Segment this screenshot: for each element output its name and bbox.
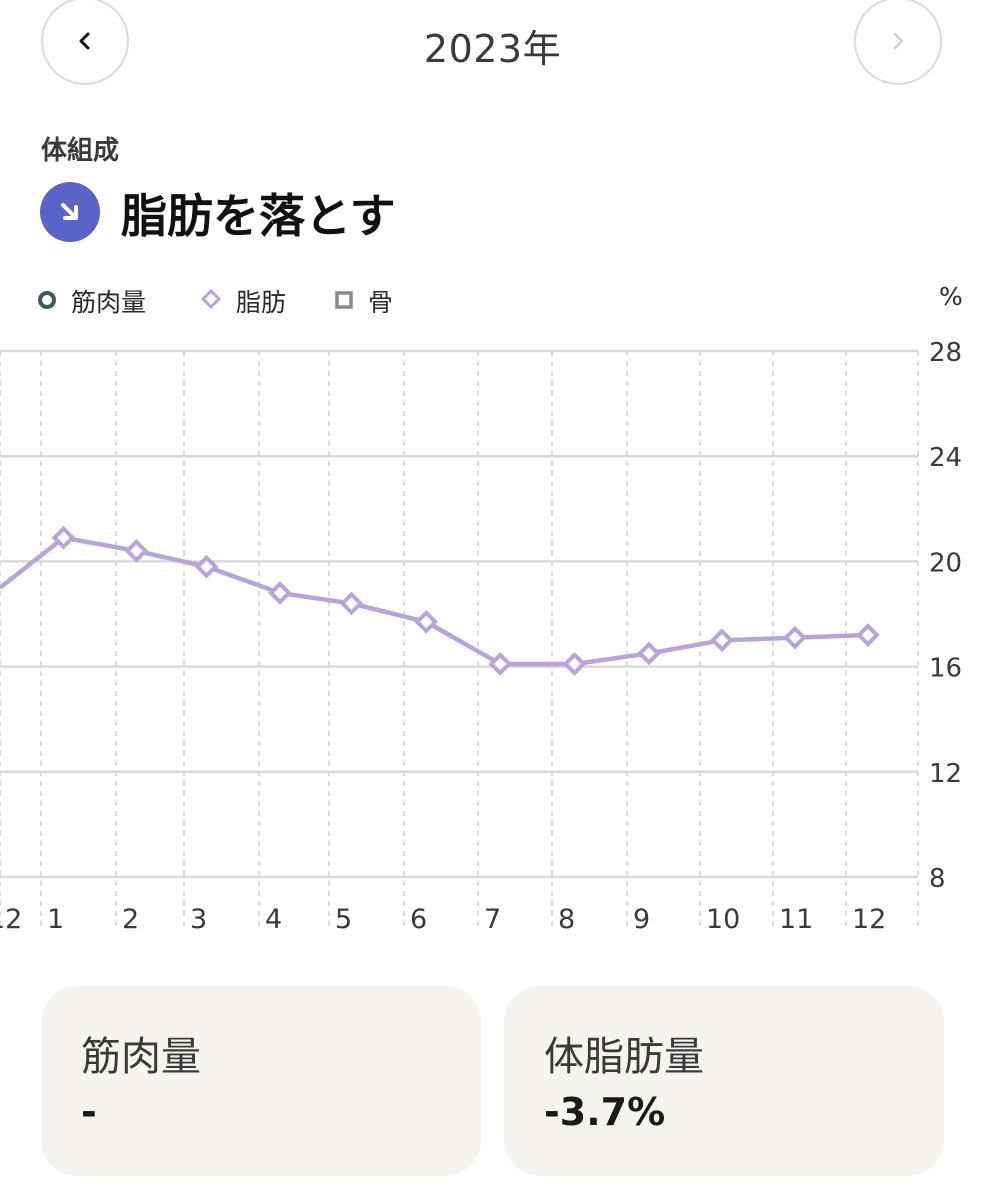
fat-series — [0, 525, 880, 676]
x-tick-label: 8 — [558, 904, 575, 935]
x-tick-label: 7 — [484, 904, 501, 935]
data-point — [783, 625, 807, 650]
data-point — [268, 581, 292, 605]
y-axis-labels: 28 24 20 16 12 8 — [929, 338, 962, 894]
x-tick-label: 1 — [47, 904, 64, 935]
x-tick-label: 12 — [0, 904, 22, 935]
data-point — [339, 591, 364, 616]
x-tick-label: 10 — [706, 904, 740, 935]
muscle-card[interactable]: 筋肉量 - — [41, 986, 481, 1176]
goal-title: 脂肪を落とす — [121, 189, 396, 243]
prev-year-button[interactable] — [41, 0, 129, 85]
year-title: 2023年 — [423, 27, 562, 71]
data-point — [51, 525, 76, 550]
data-point — [124, 539, 149, 563]
y-tick-label: 20 — [929, 548, 962, 578]
vertical-grid — [0, 351, 919, 930]
circle-marker-icon — [37, 287, 57, 316]
legend-item-bone[interactable]: 骨 — [334, 283, 393, 319]
y-tick-label: 8 — [929, 864, 946, 894]
x-tick-label: 2 — [122, 904, 139, 935]
data-point — [710, 628, 734, 653]
data-point — [488, 652, 513, 676]
y-tick-label: 12 — [929, 759, 962, 789]
unit-label: % — [939, 282, 963, 311]
chevron-right-icon — [893, 32, 904, 50]
series-line — [0, 535, 868, 667]
legend-label-bone: 骨 — [368, 288, 394, 317]
arrow-down-right-icon — [40, 182, 100, 242]
legend-item-muscle[interactable]: 筋肉量 — [37, 283, 146, 319]
x-tick-label: 5 — [335, 904, 352, 935]
body-fat-card[interactable]: 体脂肪量 -3.7% — [504, 986, 944, 1176]
y-tick-label: 28 — [929, 338, 962, 368]
y-tick-label: 24 — [929, 443, 962, 473]
section-label: 体組成 — [41, 136, 120, 166]
chevron-left-icon — [79, 32, 90, 50]
data-point — [194, 554, 219, 579]
legend-label-fat: 脂肪 — [236, 288, 287, 317]
x-tick-label: 12 — [852, 904, 886, 935]
legend-label-muscle: 筋肉量 — [71, 288, 147, 317]
horizontal-grid — [0, 349, 918, 879]
diamond-marker-icon — [200, 287, 222, 316]
card-value: - — [81, 1090, 97, 1134]
x-tick-label: 6 — [410, 904, 427, 935]
card-title: 筋肉量 — [81, 1034, 201, 1080]
x-tick-label: 4 — [265, 904, 282, 935]
data-point — [562, 652, 587, 676]
next-year-button[interactable] — [854, 0, 942, 85]
data-point — [856, 623, 880, 647]
x-tick-label: 9 — [633, 904, 650, 935]
x-tick-label: 3 — [190, 904, 207, 935]
data-point — [637, 641, 661, 666]
x-axis-labels: 12123456789101112 — [0, 904, 886, 935]
x-tick-label: 11 — [779, 904, 813, 935]
card-value: -3.7% — [544, 1090, 666, 1134]
card-title: 体脂肪量 — [544, 1034, 704, 1080]
y-tick-label: 16 — [929, 654, 962, 684]
data-point — [414, 610, 439, 634]
square-marker-icon — [334, 287, 354, 316]
legend-item-fat[interactable]: 脂肪 — [200, 283, 286, 319]
